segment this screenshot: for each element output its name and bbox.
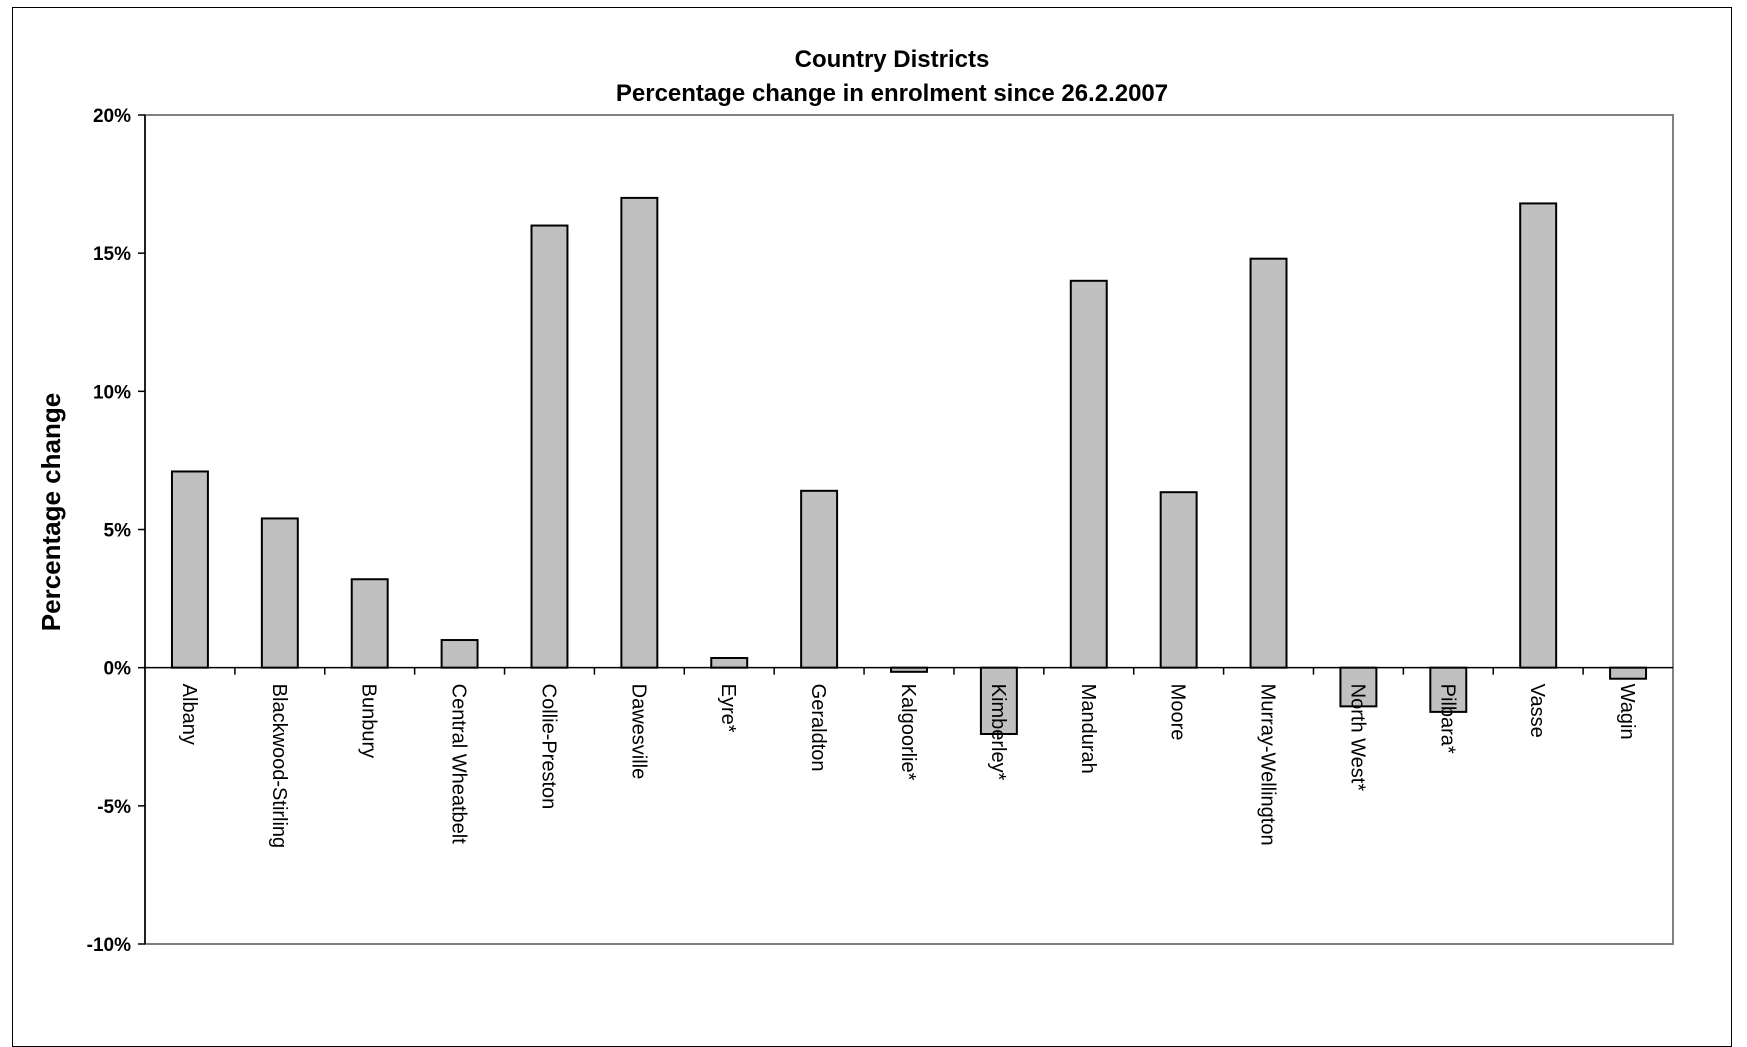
y-tick-label: -10% bbox=[87, 935, 131, 956]
bar-eyre bbox=[710, 656, 749, 669]
y-tick-label: 20% bbox=[93, 106, 131, 127]
chart-title: Country Districts bbox=[795, 46, 990, 73]
bar-geraldton bbox=[800, 489, 839, 669]
bar-mandurah bbox=[1069, 279, 1108, 669]
bar-blackwood-stirling bbox=[260, 517, 299, 669]
plot-area bbox=[144, 114, 1674, 945]
x-tick-label: Wagin bbox=[1616, 684, 1638, 740]
x-tick-label: Dawesville bbox=[627, 684, 649, 780]
bar-kimberley bbox=[979, 666, 1018, 735]
y-axis: 20% 15% 10% 5% 0% -5% -10% bbox=[87, 106, 146, 956]
y-tick-label: -5% bbox=[97, 797, 131, 818]
bar-dawesville bbox=[620, 196, 659, 669]
x-tick-label: Kimberley* bbox=[987, 684, 1009, 781]
y-axis-title: Percentage change bbox=[36, 393, 66, 631]
chart-subtitle: Percentage change in enrolment since 26.… bbox=[616, 80, 1168, 107]
y-tick-label: 5% bbox=[104, 521, 132, 542]
x-axis: Albany Blackwood-Stirling Bunbury Central W… bbox=[145, 666, 1673, 849]
x-tick-label: North West* bbox=[1346, 684, 1368, 792]
x-tick-label: Moore bbox=[1167, 684, 1189, 741]
bar-collie-preston bbox=[530, 224, 569, 669]
x-tick-label: Kalgoorlie* bbox=[897, 684, 919, 781]
bar-pilbara bbox=[1429, 666, 1468, 713]
y-tick-label: 0% bbox=[104, 659, 132, 680]
bar-bunbury bbox=[350, 578, 389, 669]
x-tick-label: Central Wheatbelt bbox=[448, 684, 470, 845]
bars bbox=[170, 196, 1648, 735]
x-tick-label: Eyre* bbox=[717, 684, 739, 733]
x-tick-label: Albany bbox=[178, 684, 200, 745]
x-tick-label: Murray-Wellington bbox=[1257, 684, 1279, 846]
x-tick-label: Blackwood-Stirling bbox=[268, 684, 290, 849]
bar-north-west bbox=[1339, 666, 1378, 708]
x-tick-label: Geraldton bbox=[807, 684, 829, 772]
y-tick-label: 10% bbox=[93, 382, 131, 403]
bar-murray-wellington bbox=[1249, 257, 1288, 669]
x-tick-label: Mandurah bbox=[1077, 684, 1099, 774]
x-tick-label: Collie-Preston bbox=[537, 684, 559, 810]
bar-albany bbox=[170, 470, 209, 669]
bar-wagin bbox=[1609, 666, 1648, 680]
x-tick-label: Bunbury bbox=[358, 684, 380, 759]
x-tick-label: Vasse bbox=[1526, 684, 1548, 738]
y-tick-label: 15% bbox=[93, 244, 131, 265]
bar-moore bbox=[1159, 491, 1198, 669]
bar-vasse bbox=[1519, 202, 1558, 669]
bar-central-wheatbelt bbox=[440, 639, 479, 669]
x-tick-label: Pilbara* bbox=[1436, 684, 1458, 754]
